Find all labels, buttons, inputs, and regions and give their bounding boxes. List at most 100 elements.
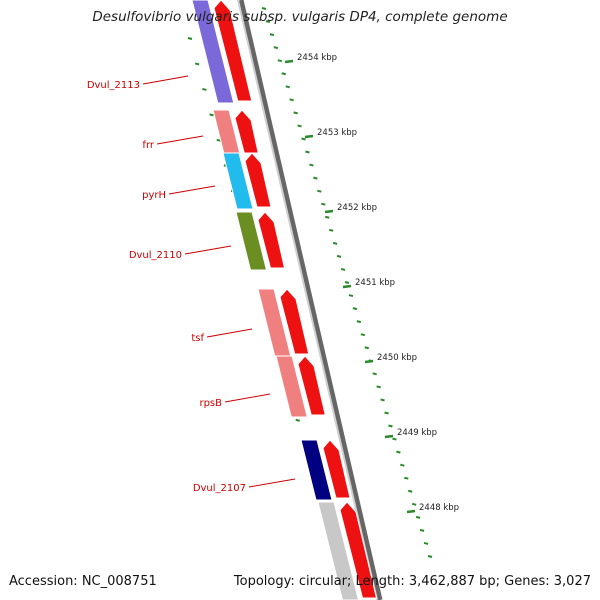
scale-tick-label: 2449 kbp <box>397 428 437 438</box>
gene-label: tsf <box>191 333 204 344</box>
gene-block <box>235 211 268 271</box>
dash-mark <box>297 124 302 128</box>
dash-mark <box>324 215 330 219</box>
dash-mark <box>423 541 429 545</box>
scale-tick-label: 2453 kbp <box>317 128 357 138</box>
dash-mark <box>344 281 350 284</box>
dash-mark <box>336 254 342 258</box>
dash-mark <box>419 528 425 532</box>
gene-feature: Dvul_2110 <box>129 211 286 271</box>
dash-mark <box>317 189 322 193</box>
cds-arrow <box>297 355 326 416</box>
dash-mark <box>427 555 433 558</box>
dash-mark <box>295 418 300 422</box>
scale-tick <box>384 434 394 439</box>
dash-mark <box>376 385 381 389</box>
gene-label: rpsB <box>199 398 222 409</box>
gene-feature: frr <box>142 109 259 156</box>
dash-mark <box>384 411 389 415</box>
dash-mark <box>411 502 417 506</box>
dash-mark <box>415 515 421 519</box>
gene-label: Dvul_2107 <box>193 483 246 494</box>
dash-mark <box>309 163 314 167</box>
dash-mark <box>400 463 405 467</box>
gene-leader-line <box>224 393 271 403</box>
backbone <box>237 0 378 600</box>
dash-mark <box>269 33 275 37</box>
dash-mark <box>202 87 207 91</box>
scale-tick <box>304 134 314 139</box>
dash-mark <box>392 437 397 441</box>
gene-block <box>317 501 360 600</box>
cds-arrow <box>322 439 351 499</box>
dash-mark <box>404 476 409 480</box>
cds-arrow <box>257 211 286 269</box>
gene-feature: rpsB <box>199 355 326 418</box>
dash-mark <box>265 20 271 24</box>
dash-mark <box>332 241 338 245</box>
gene-block <box>300 439 333 501</box>
dash-mark <box>407 489 413 493</box>
dash-mark <box>364 346 370 350</box>
gene-leader-line <box>142 75 189 85</box>
dash-mark <box>277 59 283 63</box>
dash-mark <box>356 320 362 324</box>
gene-label: Dvul_2113 <box>87 80 140 91</box>
map-title: Desulfovibrio vulgaris subsp. vulgaris D… <box>92 9 508 25</box>
gene-block <box>222 152 254 210</box>
dash-mark <box>388 424 393 428</box>
scale-tick <box>406 509 416 514</box>
dash-mark <box>313 176 318 180</box>
gene-label: Dvul_2110 <box>129 250 182 261</box>
scale-tick <box>342 284 352 289</box>
gene-feature: Dvul_2107 <box>193 439 351 501</box>
gene-block <box>212 109 241 156</box>
gene-leader-line <box>206 328 253 338</box>
scale-tick <box>284 59 294 64</box>
dash-mark <box>352 307 358 311</box>
scale-tick-label: 2452 kbp <box>337 203 377 213</box>
gene-leader-line <box>248 478 296 488</box>
dash-mark <box>321 202 326 206</box>
dash-mark <box>273 46 279 50</box>
dash-mark <box>261 7 267 10</box>
cds-arrow <box>244 152 272 208</box>
gene-leader-line <box>184 245 232 255</box>
dash-mark <box>305 150 310 154</box>
gene-label: frr <box>142 140 154 151</box>
dash-mark <box>216 138 221 142</box>
scale-tick <box>364 359 374 364</box>
dash-mark <box>209 113 214 117</box>
scale-tick-label: 2451 kbp <box>355 278 395 288</box>
gene-label: pyrH <box>142 190 166 201</box>
gene-leader-line <box>156 135 204 145</box>
genome-summary-text: Topology: circular; Length: 3,462,887 bp… <box>233 574 591 589</box>
dash-mark <box>293 111 298 115</box>
gene-leader-line <box>168 185 216 195</box>
gene-feature <box>317 501 378 600</box>
dash-mark <box>187 37 193 40</box>
dash-mark <box>372 372 377 376</box>
cds-arrow <box>279 288 310 355</box>
scale-tick-label: 2450 kbp <box>377 353 417 363</box>
scale-tick-label: 2448 kbp <box>419 503 459 513</box>
cds-arrow <box>213 0 253 102</box>
dash-mark <box>281 72 287 76</box>
dash-mark <box>360 333 366 337</box>
cds-arrow <box>339 501 378 599</box>
accession-text: Accession: NC_008751 <box>9 574 157 589</box>
backbone-shadow <box>238 0 383 600</box>
dash-mark <box>396 450 401 454</box>
gene-block <box>275 355 308 418</box>
scale-tick <box>324 209 334 214</box>
dash-mark <box>289 98 294 102</box>
dash-mark <box>301 137 306 141</box>
gene-block <box>191 0 235 104</box>
dash-mark <box>340 267 346 271</box>
gene-feature: tsf <box>191 288 310 357</box>
gene-feature: pyrH <box>142 152 272 210</box>
dash-mark <box>328 228 334 232</box>
cds-arrow <box>234 109 259 154</box>
